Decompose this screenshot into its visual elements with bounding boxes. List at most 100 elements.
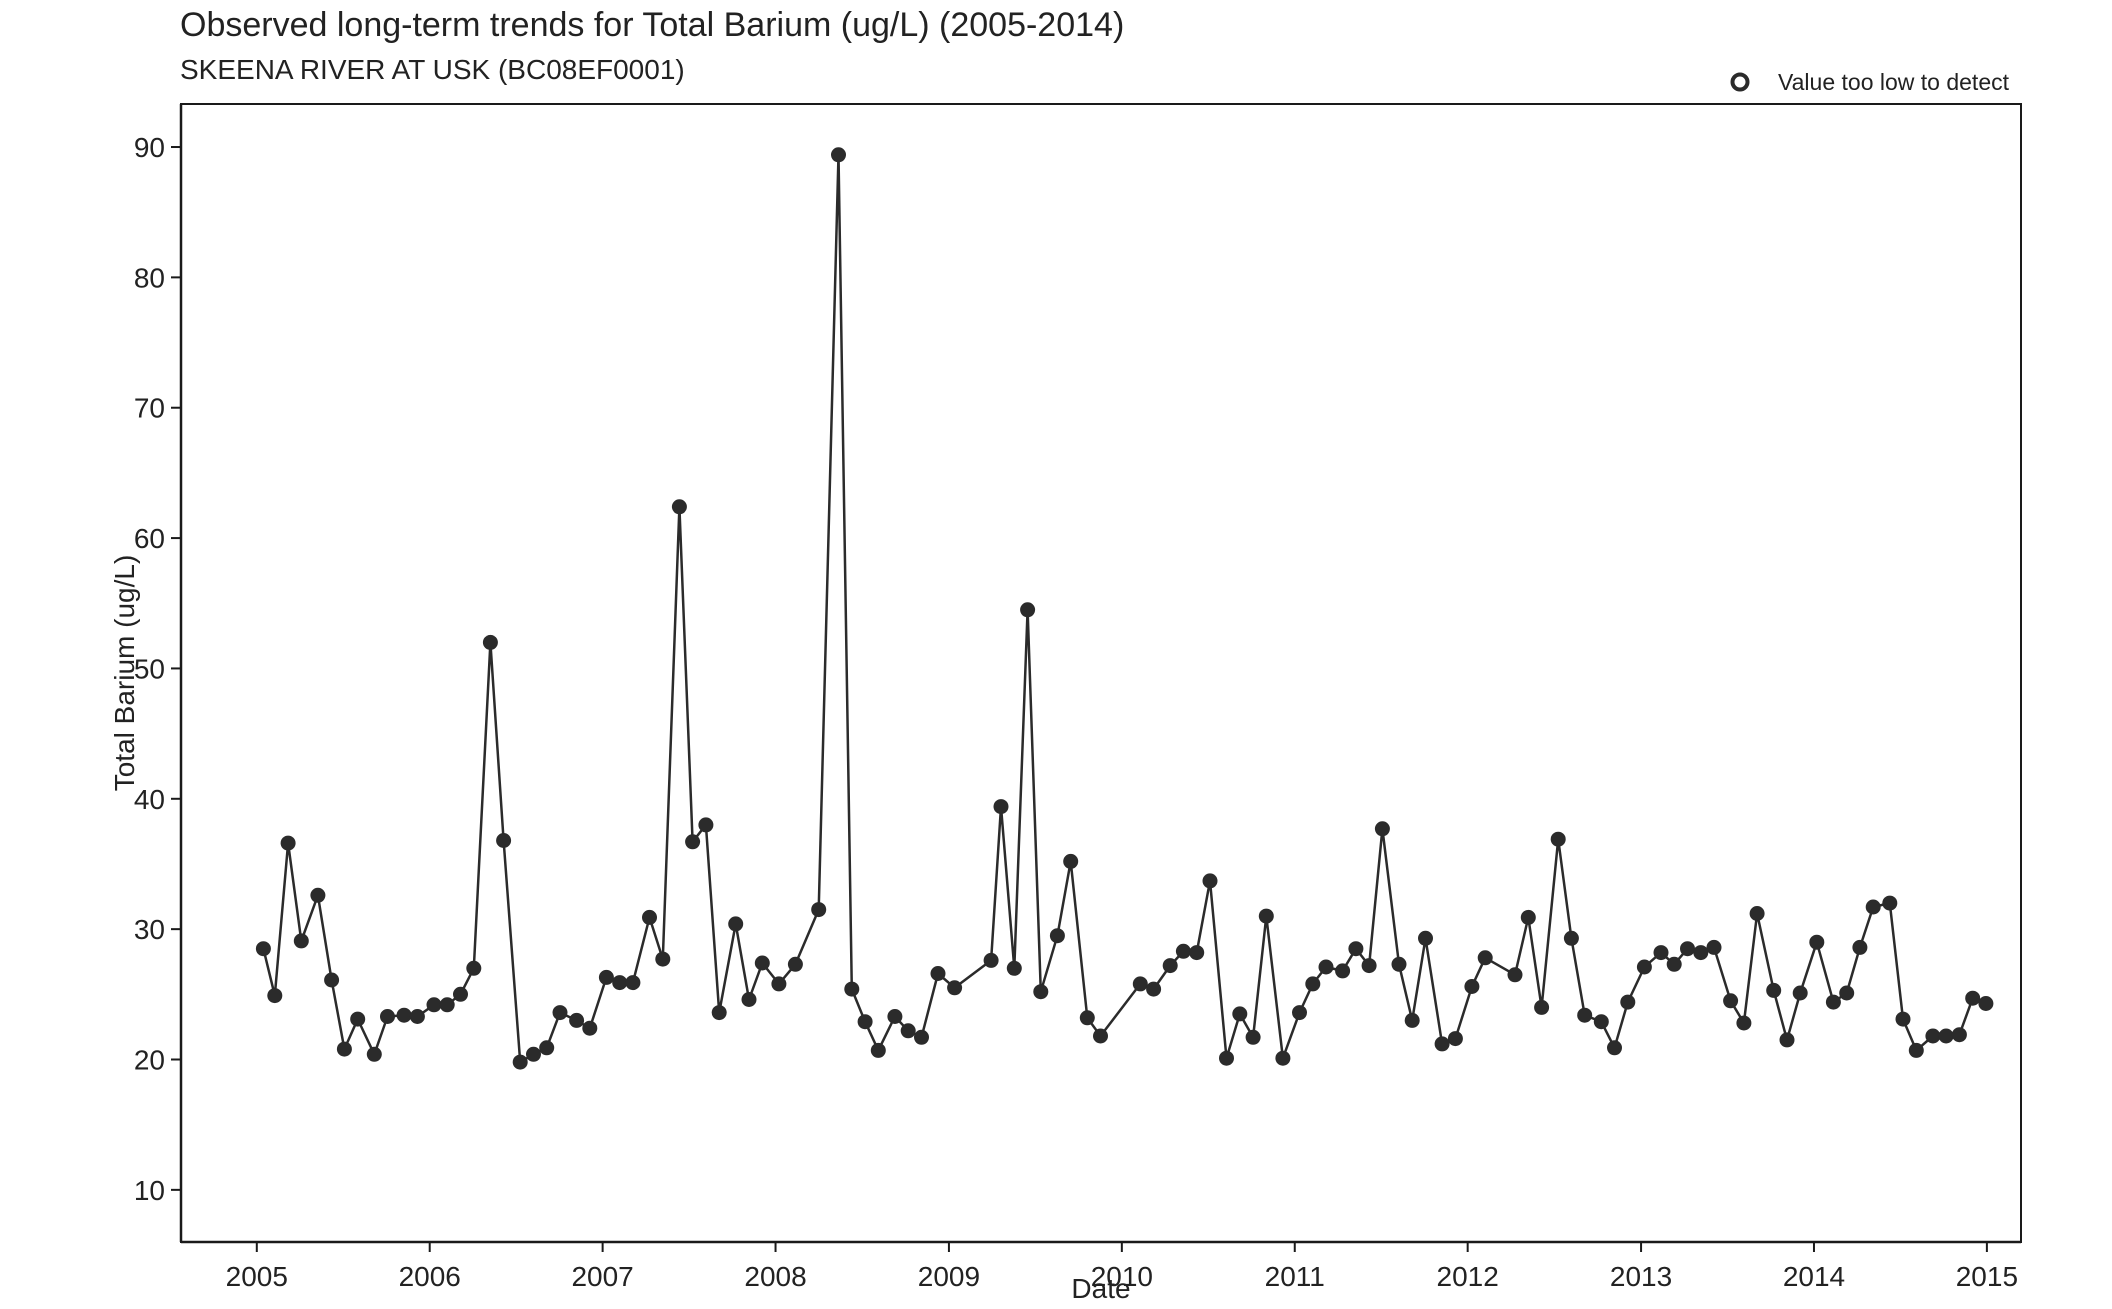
data-point — [1305, 976, 1321, 992]
y-tick-label: 70 — [134, 393, 165, 424]
data-point — [685, 834, 701, 850]
data-point — [569, 1012, 585, 1028]
data-point — [870, 1042, 886, 1058]
data-point — [1434, 1036, 1450, 1052]
data-point — [1938, 1028, 1954, 1044]
data-point — [1020, 602, 1036, 618]
data-point — [1258, 908, 1274, 924]
y-tick-label: 80 — [134, 262, 165, 293]
data-point — [1335, 963, 1351, 979]
legend: Value too low to detect — [1730, 69, 2010, 95]
data-point — [1749, 906, 1765, 921]
data-point — [771, 976, 787, 992]
data-point — [1348, 941, 1364, 957]
data-point — [993, 799, 1009, 815]
data-point — [280, 835, 296, 851]
data-point — [1825, 994, 1841, 1010]
data-point — [1132, 976, 1148, 992]
x-tick-label: 2014 — [1783, 1261, 1845, 1292]
data-point — [1049, 928, 1065, 944]
data-point — [811, 902, 827, 918]
data-point — [1146, 981, 1162, 997]
data-point — [1275, 1050, 1291, 1066]
data-point — [380, 1009, 395, 1024]
data-point — [1245, 1029, 1261, 1045]
chart-subtitle: SKEENA RIVER AT USK (BC08EF0001) — [180, 54, 685, 85]
data-point — [552, 1005, 568, 1021]
data-point — [914, 1029, 929, 1045]
data-point — [466, 960, 482, 976]
data-point — [1563, 930, 1579, 946]
plot-panel — [180, 103, 2022, 1243]
data-point — [698, 817, 714, 833]
y-tick-label: 40 — [134, 784, 165, 815]
x-tick-label: 2008 — [744, 1261, 806, 1292]
data-point — [857, 1014, 873, 1030]
data-point — [1693, 945, 1709, 961]
data-point — [1189, 945, 1205, 961]
data-point — [1723, 993, 1739, 1009]
data-point — [1978, 996, 1994, 1011]
data-point — [625, 975, 641, 991]
legend-open-circle-marker — [1730, 72, 1750, 92]
data-point — [655, 951, 671, 967]
data-point — [1292, 1005, 1307, 1021]
data-point — [1593, 1014, 1609, 1030]
data-point — [844, 981, 860, 997]
data-point — [1908, 1042, 1924, 1058]
data-point — [1507, 967, 1523, 983]
series-line — [262, 153, 1987, 1064]
data-point — [1232, 1006, 1248, 1022]
x-tick-label: 2007 — [571, 1261, 633, 1292]
data-point — [1079, 1010, 1095, 1026]
data-point — [439, 997, 455, 1013]
y-tick-label: 90 — [134, 132, 165, 163]
x-tick-label: 2005 — [226, 1261, 288, 1292]
data-point — [1607, 1040, 1622, 1056]
data-point — [1464, 979, 1480, 994]
data-point — [267, 988, 283, 1004]
data-point — [1374, 821, 1390, 837]
data-point — [1620, 994, 1636, 1010]
data-point — [1779, 1032, 1795, 1048]
data-point — [1318, 959, 1334, 975]
data-point — [1162, 958, 1178, 974]
x-tick-label: 2012 — [1437, 1261, 1499, 1292]
data-point — [1219, 1050, 1234, 1066]
data-point — [512, 1054, 528, 1070]
data-point — [1680, 941, 1695, 957]
data-point — [983, 952, 999, 968]
data-point — [1418, 930, 1433, 946]
data-point — [900, 1023, 916, 1039]
y-tick-label: 30 — [134, 914, 165, 945]
data-point — [396, 1007, 412, 1023]
data-point — [831, 147, 846, 163]
data-point — [1636, 959, 1652, 975]
data-point — [1653, 945, 1669, 961]
data-point — [409, 1009, 425, 1024]
data-point — [539, 1040, 555, 1056]
data-point — [1577, 1007, 1593, 1023]
data-point — [930, 966, 946, 981]
data-point — [1520, 909, 1536, 925]
data-point — [598, 969, 614, 985]
legend-label: Value too low to detect — [1778, 69, 2010, 95]
data-point — [612, 975, 628, 991]
y-axis-title: Total Barium (ug/L) — [109, 555, 140, 792]
data-point — [324, 972, 340, 988]
series-layer — [255, 147, 1994, 1070]
y-tick-label: 50 — [134, 653, 165, 684]
data-point — [887, 1009, 903, 1024]
data-point — [350, 1011, 366, 1027]
data-point — [366, 1046, 382, 1062]
data-point — [426, 997, 442, 1013]
data-point — [947, 980, 963, 996]
data-point — [1361, 958, 1377, 974]
data-point — [1882, 895, 1898, 911]
data-point — [787, 956, 803, 972]
data-point — [1534, 999, 1550, 1015]
x-tick-label: 2006 — [399, 1261, 461, 1292]
data-point — [642, 909, 657, 925]
x-tick-label: 2010 — [1091, 1261, 1153, 1292]
x-axis: 2005 2006 2007 2008 2009 2010 2011 2012 2013 2014… — [181, 1240, 2021, 1292]
